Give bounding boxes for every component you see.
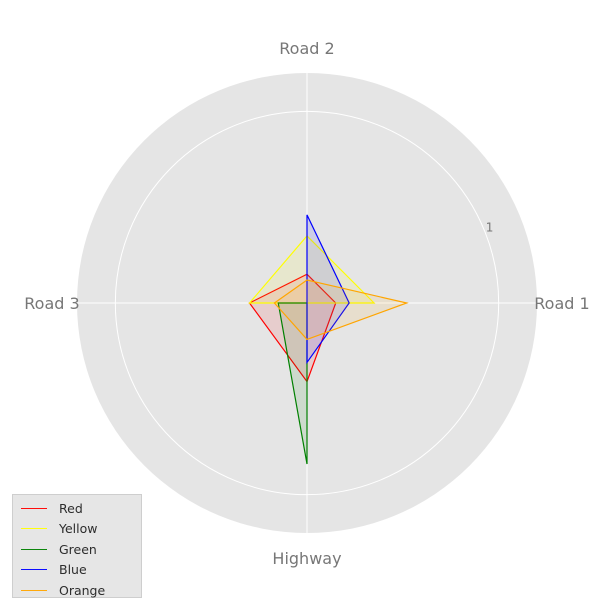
radar-series [248, 214, 409, 465]
legend-item: Green [21, 539, 97, 559]
series-green [277, 302, 308, 465]
axis-label: Highway [272, 549, 341, 568]
series-orange [273, 279, 409, 341]
legend-label: Green [59, 541, 97, 557]
legend-swatch [21, 569, 47, 570]
legend-label: Orange [59, 582, 106, 598]
legend-label: Yellow [59, 521, 98, 536]
axis-label: Road 1 [534, 294, 589, 313]
circular-gridline [114, 110, 500, 496]
legend-item: Blue [21, 560, 87, 580]
series-yellow [248, 235, 376, 304]
legend-item: Yellow [21, 519, 97, 539]
legend-swatch [21, 528, 47, 529]
legend-swatch [21, 507, 47, 509]
legend-swatch [21, 548, 47, 550]
radial-tick-label: 1 [486, 220, 494, 234]
legend-item: Orange [21, 580, 105, 600]
series-blue [306, 214, 350, 365]
legend: Red Yellow Green Blue Orange [12, 494, 142, 598]
legend-swatch [21, 589, 47, 591]
radar-labels: Road 1 Road 2 Road 3 Highway 1 [24, 39, 589, 568]
legend-label: Blue [59, 562, 87, 577]
legend-label: Red [59, 500, 83, 516]
axis-label: Road 3 [24, 294, 79, 313]
legend-item: Red [21, 498, 83, 518]
axis-label: Road 2 [279, 39, 334, 58]
